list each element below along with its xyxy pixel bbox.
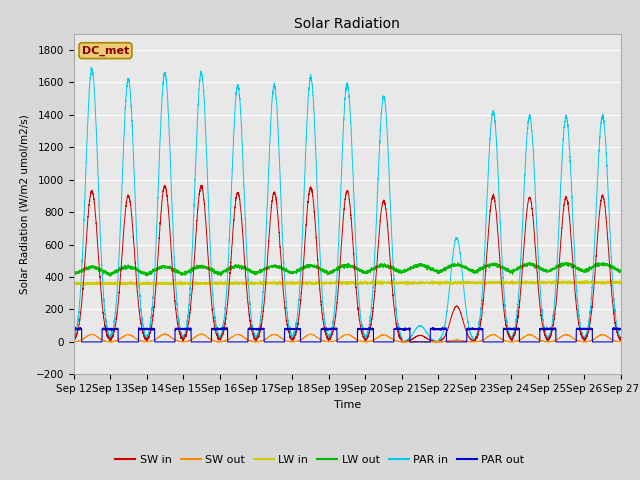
SW in [470, 338, 478, 344]
SW in [327, 335, 335, 341]
Line: PAR out: PAR out [74, 328, 621, 342]
Line: LW in: LW in [74, 280, 621, 285]
Y-axis label: Solar Radiation (W/m2 umol/m2/s): Solar Radiation (W/m2 umol/m2/s) [20, 114, 30, 294]
LW out [106, 274, 114, 279]
Line: PAR in: PAR in [74, 67, 621, 342]
SW out [70, 339, 77, 345]
LW in [168, 280, 176, 286]
PAR in [327, 332, 335, 337]
SW in [70, 336, 77, 342]
PAR out [327, 325, 335, 331]
SW in [501, 316, 509, 322]
LW out [168, 265, 176, 271]
LW out [501, 266, 509, 272]
SW in [617, 336, 625, 341]
PAR in [617, 336, 625, 341]
LW in [327, 280, 335, 286]
LW out [470, 269, 477, 275]
Line: SW in: SW in [74, 185, 621, 342]
LW out [561, 260, 569, 265]
LW out [617, 268, 625, 274]
LW out [327, 268, 335, 274]
PAR out [501, 326, 509, 332]
SW out [70, 339, 77, 345]
PAR out [440, 326, 447, 332]
LW in [617, 279, 625, 285]
LW in [440, 279, 447, 285]
LW in [616, 279, 624, 285]
X-axis label: Time: Time [333, 400, 361, 409]
SW out [616, 339, 624, 345]
LW in [79, 282, 86, 288]
PAR out [168, 339, 176, 345]
SW in [168, 257, 176, 263]
SW in [398, 339, 406, 345]
PAR out [70, 326, 77, 332]
LW in [70, 280, 77, 286]
PAR in [435, 339, 442, 345]
PAR in [501, 302, 509, 308]
LW in [580, 277, 588, 283]
LW out [440, 266, 447, 272]
SW out [501, 338, 509, 344]
PAR out [617, 326, 625, 332]
SW in [197, 182, 205, 188]
SW out [307, 331, 315, 337]
LW out [616, 269, 624, 275]
LW out [70, 272, 77, 278]
PAR out [470, 327, 478, 333]
PAR out [220, 325, 227, 331]
Legend: SW in, SW out, LW in, LW out, PAR in, PAR out: SW in, SW out, LW in, LW out, PAR in, PA… [111, 451, 529, 469]
Line: LW out: LW out [74, 263, 621, 276]
PAR out [616, 326, 624, 332]
PAR in [70, 336, 77, 342]
Title: Solar Radiation: Solar Radiation [294, 17, 400, 31]
SW out [440, 339, 447, 345]
LW in [501, 280, 509, 286]
Text: DC_met: DC_met [82, 46, 129, 56]
SW in [616, 336, 624, 342]
SW out [168, 335, 176, 341]
PAR in [168, 204, 176, 209]
PAR out [78, 339, 86, 345]
PAR in [616, 334, 624, 339]
SW in [440, 335, 447, 341]
LW in [470, 280, 477, 286]
PAR in [440, 327, 447, 333]
PAR in [470, 337, 478, 343]
Line: SW out: SW out [74, 334, 621, 342]
SW out [470, 339, 478, 345]
SW out [327, 339, 335, 345]
PAR in [88, 64, 95, 70]
SW out [617, 339, 625, 345]
